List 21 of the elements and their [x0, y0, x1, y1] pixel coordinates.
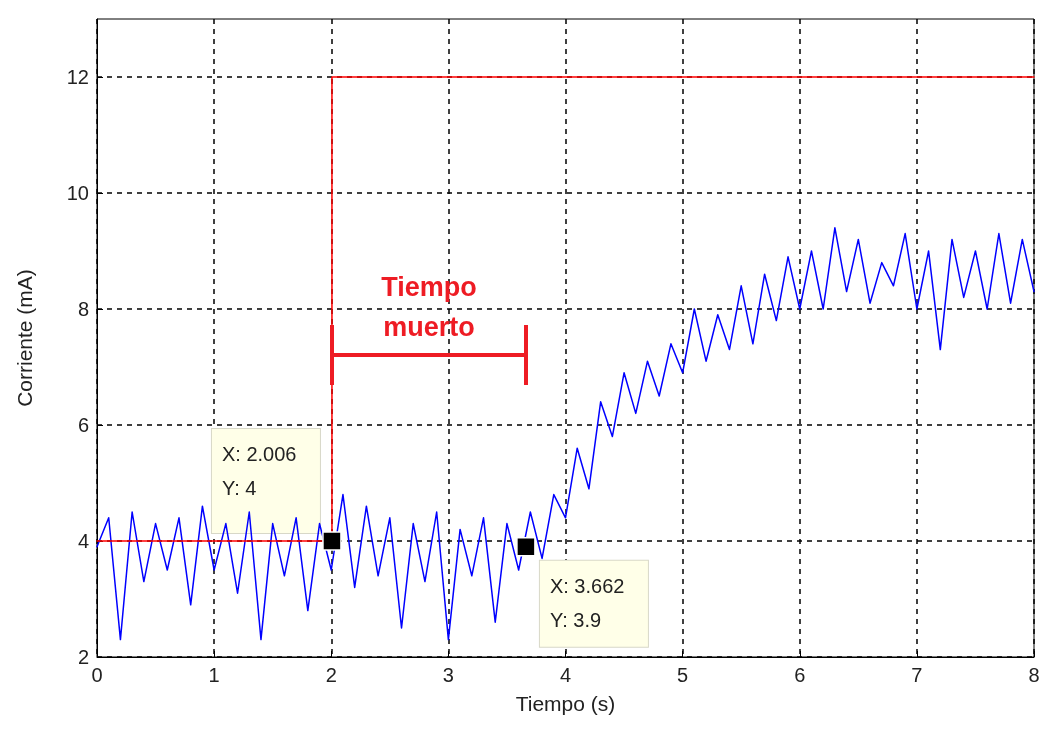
- y-tick-label: 10: [66, 182, 89, 204]
- x-tick-label: 4: [559, 664, 572, 686]
- x-tick-label: 8: [1028, 664, 1040, 686]
- y-tick-label: 8: [77, 298, 89, 320]
- annotation: X: 3.662 Y: 3.9: [549, 574, 625, 631]
- x-tick-label: 6: [794, 664, 806, 686]
- annotation: X: 2.006 Y: 4: [221, 443, 297, 499]
- x-tick-label: 2: [325, 664, 337, 686]
- y-axis-title: Corriente (mA): [13, 269, 36, 407]
- y-tick-label: 4: [77, 530, 89, 552]
- annotation: Tiempo muerto: [381, 272, 477, 342]
- x-tick-label: 1: [208, 664, 220, 686]
- x-tick-label: 3: [442, 664, 454, 686]
- line-series: [96, 227, 1035, 641]
- x-axis-title: Tiempo (s): [515, 692, 616, 715]
- x-tick-label: 0: [91, 664, 103, 686]
- x-tick-label: 5: [677, 664, 689, 686]
- x-tick-label: 7: [911, 664, 923, 686]
- y-tick-label: 6: [77, 414, 89, 436]
- y-tick-label: 12: [66, 66, 89, 88]
- y-tick-label: 2: [77, 646, 89, 668]
